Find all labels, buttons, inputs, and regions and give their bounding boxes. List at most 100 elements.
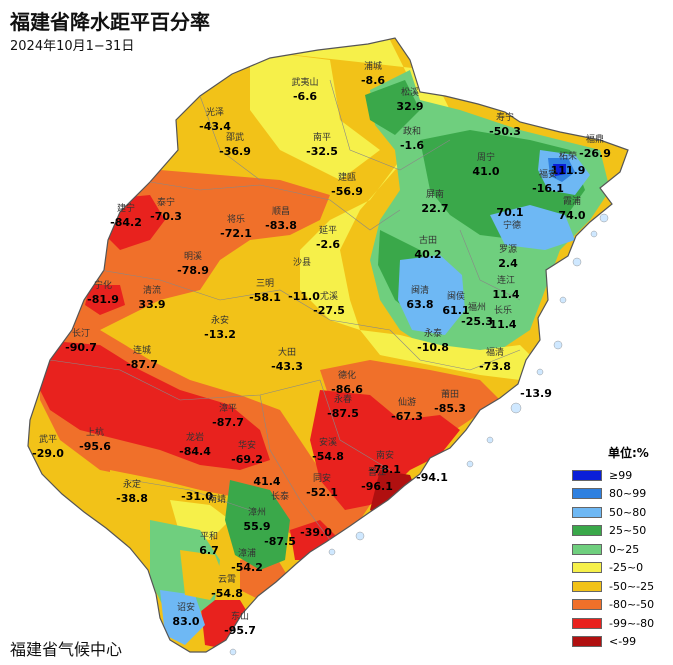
station-name: 南安	[375, 451, 395, 461]
station-value: -95.7	[224, 624, 256, 637]
legend-label: -99~-80	[609, 616, 655, 630]
legend-label: 50~80	[609, 505, 647, 519]
station-value: -81.9	[87, 293, 119, 306]
station-name: 邵武	[225, 133, 245, 143]
station-value: -54.8	[312, 450, 344, 463]
legend-item: 50~80	[572, 503, 668, 522]
station-value: -50.3	[489, 125, 521, 138]
station-name: 武平	[38, 435, 58, 445]
station-value: 32.9	[396, 100, 424, 113]
station-value: -31.0	[181, 490, 213, 503]
station-value: -78.1	[369, 463, 401, 476]
station-value: 11.4	[492, 288, 520, 301]
legend-item: -80~-50	[572, 596, 668, 615]
station-value: -69.2	[231, 453, 263, 466]
station-name: 延平	[318, 226, 338, 236]
station-name: 将乐	[226, 215, 246, 225]
station-name: 建宁	[116, 204, 136, 214]
station-name: 古田	[418, 236, 438, 246]
legend-item: 25~50	[572, 522, 668, 541]
station-name: 闽侯	[446, 292, 466, 302]
station-value: -13.9	[520, 387, 552, 400]
station-value: -10.8	[417, 341, 449, 354]
station-value: -36.9	[219, 145, 251, 158]
station-value: -25.3	[461, 315, 493, 328]
legend-swatch	[572, 506, 602, 518]
legend-item: -99~-80	[572, 614, 668, 633]
station-value: -70.3	[150, 210, 182, 223]
station-value: 70.1	[496, 206, 524, 219]
legend-item: <-99	[572, 633, 668, 652]
station-name: 漳州	[247, 508, 267, 518]
station-name: 泰宁	[156, 198, 176, 208]
station-value: -87.7	[126, 358, 158, 371]
station-value: 2.4	[498, 257, 518, 270]
station-name: 安溪	[318, 438, 338, 448]
station-name: 浦城	[363, 62, 383, 72]
legend-label: <-99	[609, 635, 637, 649]
station-name: 东山	[230, 612, 250, 622]
station-value: -83.8	[265, 219, 297, 232]
station-value: 6.7	[199, 544, 219, 557]
station-name: 永春	[333, 395, 353, 405]
legend-title: 单位:%	[608, 446, 649, 460]
legend-swatch	[572, 488, 602, 500]
station-name: 明溪	[183, 252, 203, 262]
legend-item: -25~0	[572, 559, 668, 578]
station-value: -73.8	[479, 360, 511, 373]
station-name: 三明	[255, 279, 275, 289]
station-name: 柘荣	[558, 152, 578, 162]
station-value: 63.8	[406, 298, 434, 311]
station-name: 长汀	[71, 329, 91, 339]
station-value: -39.0	[300, 526, 332, 539]
station-name: 龙岩	[185, 433, 205, 443]
station-value: -96.1	[361, 480, 393, 493]
legend-item: 80~99	[572, 485, 668, 504]
station-value: 41.0	[472, 165, 500, 178]
station-name: 建瓯	[337, 173, 357, 183]
station-name: 晋江	[367, 468, 387, 478]
legend-item: -50~-25	[572, 577, 668, 596]
station-name: 宁化	[93, 281, 113, 291]
station-name: 顺昌	[271, 207, 291, 217]
station-value: -54.8	[211, 587, 243, 600]
station-name: 罗源	[498, 245, 518, 255]
station-value: 22.7	[421, 202, 449, 215]
station-value: 33.9	[138, 298, 166, 311]
station-value: -87.7	[212, 416, 244, 429]
station-name: 连城	[132, 346, 152, 356]
station-value: -43.3	[271, 360, 303, 373]
station-name: 诏安	[176, 603, 196, 613]
station-value: -87.5	[264, 535, 296, 548]
station-value: 40.2	[414, 248, 442, 261]
station-name: 福清	[485, 348, 505, 358]
legend-label: 80~99	[609, 487, 647, 501]
legend-label: 25~50	[609, 524, 647, 538]
station-value: -87.5	[327, 407, 359, 420]
station-name: 德化	[337, 371, 357, 381]
station-value: -27.5	[313, 304, 345, 317]
station-value: -90.7	[65, 341, 97, 354]
station-name: 福州	[467, 303, 487, 313]
station-name: 福鼎	[585, 135, 605, 145]
station-value: -84.2	[110, 216, 142, 229]
station-name: 霞浦	[562, 197, 582, 207]
legend-label: -80~-50	[609, 598, 655, 612]
station-value: -85.3	[434, 402, 466, 415]
legend-swatch	[572, 562, 602, 574]
station-name: 长乐	[493, 306, 513, 316]
station-name: 屏南	[425, 190, 445, 200]
station-name: 平和	[199, 532, 219, 542]
station-value: -38.8	[116, 492, 148, 505]
station-value: -8.6	[360, 74, 386, 87]
station-value: -13.2	[204, 328, 236, 341]
station-name: 莆田	[440, 390, 460, 400]
station-value: 11.4	[489, 318, 517, 331]
station-value: -32.5	[306, 145, 338, 158]
station-value: -52.1	[306, 486, 338, 499]
station-name: 福安	[538, 170, 558, 180]
station-value: -72.1	[220, 227, 252, 240]
station-value: -94.1	[416, 471, 448, 484]
station-name: 南靖	[207, 495, 227, 505]
